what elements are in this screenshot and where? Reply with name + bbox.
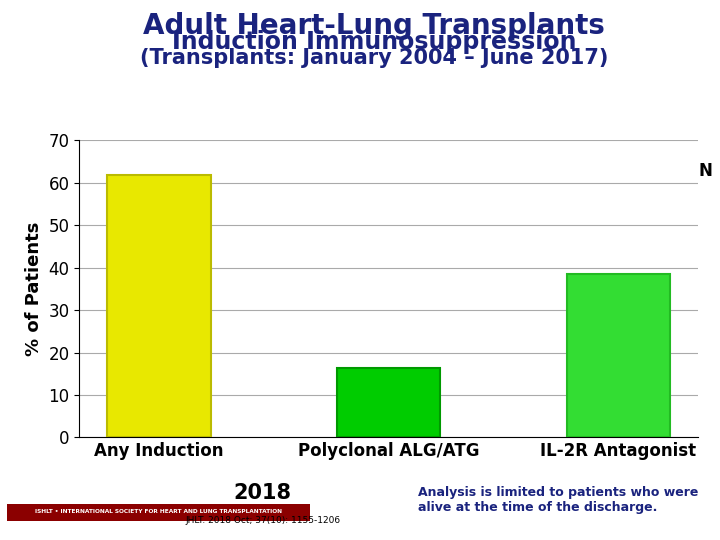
Bar — [337, 368, 441, 437]
Text: Adult Heart-Lung Transplants: Adult Heart-Lung Transplants — [143, 12, 606, 40]
Text: ISHLT: ISHLT — [44, 480, 134, 508]
Text: ISHLT • INTERNATIONAL SOCIETY FOR HEART AND LUNG TRANSPLANTATION: ISHLT • INTERNATIONAL SOCIETY FOR HEART … — [35, 509, 282, 514]
Bar — [567, 274, 670, 437]
Text: (Transplants: January 2004 – June 2017): (Transplants: January 2004 – June 2017) — [140, 48, 608, 68]
Text: JHLT. 2018 Oct; 37(10): 1155-1206: JHLT. 2018 Oct; 37(10): 1155-1206 — [185, 516, 341, 525]
Text: 2018: 2018 — [234, 483, 292, 503]
Bar — [107, 175, 211, 437]
Text: Analysis is limited to patients who were
alive at the time of the discharge.: Analysis is limited to patients who were… — [418, 486, 698, 514]
Text: N = 306: N = 306 — [699, 161, 720, 180]
Text: Induction Immunosuppression: Induction Immunosuppression — [172, 30, 577, 54]
Y-axis label: % of Patients: % of Patients — [24, 222, 42, 356]
FancyBboxPatch shape — [7, 503, 310, 521]
